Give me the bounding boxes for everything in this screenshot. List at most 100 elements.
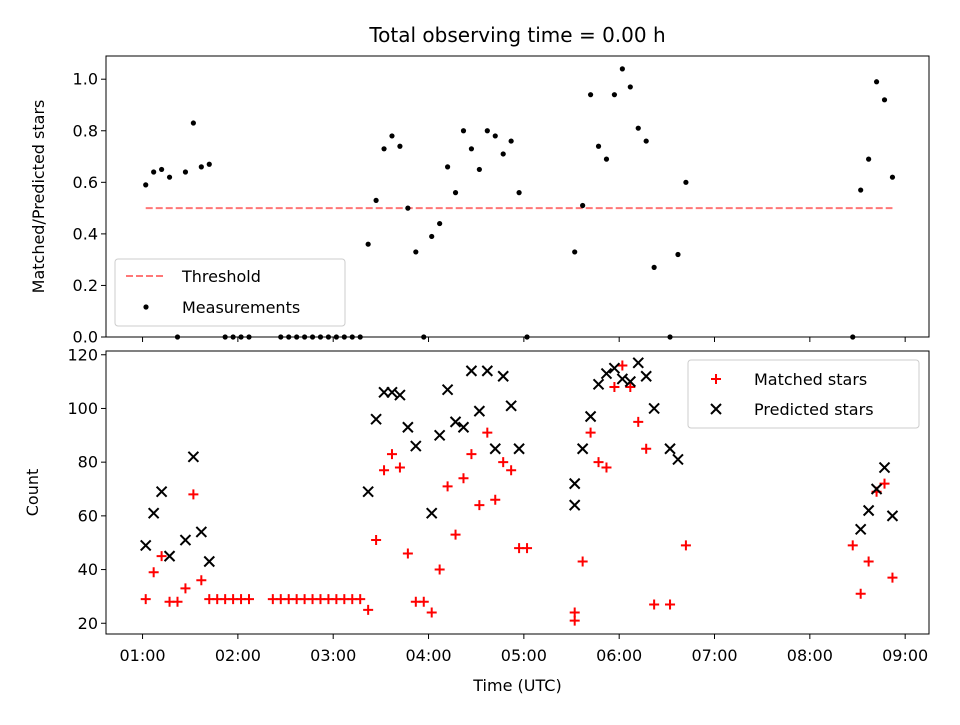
matched-star-point (633, 416, 644, 427)
measurement-point (341, 334, 347, 340)
measurement-point (222, 334, 228, 340)
measurement-point (508, 138, 514, 144)
ratio-y-tick-label: 0.0 (73, 328, 98, 347)
measurement-point (278, 334, 284, 340)
measurement-point (429, 233, 435, 240)
matched-star-point (379, 465, 390, 476)
predicted-star-point (632, 357, 644, 369)
matched-star-point (585, 427, 596, 438)
matched-star-point (474, 500, 485, 511)
matched-star-point (680, 540, 691, 551)
measurement-point (294, 334, 300, 340)
measurement-point (190, 120, 196, 126)
predicted-legend-swatch (710, 403, 722, 415)
matched-star-point (172, 596, 183, 607)
predicted-star-point (481, 365, 494, 377)
count-x-tick-label: 04:00 (405, 646, 451, 665)
predicted-star-point (664, 443, 676, 455)
predicted-star-point (640, 370, 652, 382)
predicted-star-point (648, 402, 660, 415)
measurement-point (675, 251, 681, 258)
predicted-star-point (568, 499, 581, 511)
measurement-point (166, 174, 173, 180)
predicted-star-point (449, 416, 462, 428)
ratio-y-tick-label: 0.2 (73, 276, 98, 295)
matched-star-point (593, 457, 604, 468)
measurement-point (333, 334, 339, 340)
predicted-star-point (433, 429, 446, 442)
matched-star-point (148, 567, 159, 578)
count-y-tick-label: 100 (67, 399, 98, 418)
measurement-point (516, 190, 522, 196)
measurement-point (627, 84, 633, 90)
measurement-point (595, 143, 602, 149)
matched-star-point (641, 443, 652, 454)
predicted-star-point (886, 510, 899, 522)
predicted-star-point (195, 526, 208, 538)
measurement-point (309, 334, 316, 340)
matched-star-point (466, 449, 477, 460)
matched-star-point (855, 588, 866, 599)
predicted-star-point (616, 373, 629, 385)
matched-legend-swatch (711, 374, 721, 384)
measurement-point (373, 197, 379, 203)
predicted-star-point (600, 367, 613, 380)
ratio-x-ticks (142, 337, 906, 342)
predicted-star-point (505, 400, 517, 412)
predicted-star-point (497, 370, 509, 382)
ratio-legend-frame (114, 258, 346, 327)
predicted-star-point (672, 453, 684, 466)
measurement-point (405, 205, 411, 211)
matched-star-point (609, 381, 620, 392)
count-legend-frame (687, 359, 920, 429)
count-y-axis-label: Count (23, 469, 42, 517)
measurement-point (889, 174, 896, 180)
predicted-star-point (465, 365, 478, 377)
measurement-point (611, 92, 618, 98)
predicted-star-point (473, 405, 486, 417)
measurement-point (500, 151, 506, 157)
predicted-star-point (425, 507, 438, 519)
measurement-point (302, 334, 308, 340)
measurement-point (381, 146, 387, 152)
matched-star-point (482, 427, 493, 438)
measurement-point (524, 334, 530, 340)
matched-star-point (418, 596, 429, 607)
count-y-tick-label: 120 (67, 345, 98, 364)
count-y-tick-label: 40 (78, 560, 98, 579)
count-y-tick-label: 80 (78, 453, 98, 472)
measurement-point (444, 164, 451, 170)
matched-star-point (434, 564, 445, 575)
predicted-star-point (155, 485, 168, 498)
matched-star-point (140, 594, 151, 605)
matched-legend-label: Matched stars (754, 370, 867, 389)
predicted-star-point (147, 507, 160, 519)
matched-star-point (188, 489, 199, 500)
threshold-legend-label: Threshold (181, 267, 261, 286)
matched-star-point (180, 583, 191, 594)
predicted-star-point (592, 378, 605, 391)
measurement-point (587, 92, 594, 98)
count-axes-frame (105, 350, 930, 635)
count-x-tick-label: 08:00 (787, 646, 833, 665)
predicted-star-point (457, 421, 470, 433)
predicted-star-point (608, 362, 621, 374)
count-x-tick-label: 03:00 (310, 646, 356, 665)
count-x-tick-label: 01:00 (119, 646, 165, 665)
measurement-point (850, 334, 856, 340)
count-y-tick-label: 20 (78, 614, 98, 633)
predicted-star-point (513, 443, 525, 455)
matched-star-point (402, 548, 413, 559)
predicted-star-point (362, 485, 374, 498)
measurement-point (413, 249, 419, 255)
measurement-point (286, 334, 292, 340)
measurement-point (159, 166, 165, 173)
measurement-point (238, 334, 244, 340)
count-panel: 20 40 60 80 100 120 01:00 02:00 03:00 04:00 05:00… (23, 345, 930, 695)
measurement-point (460, 128, 467, 134)
measurement-point (365, 241, 371, 247)
measurement-point (389, 133, 395, 139)
matched-star-point (363, 604, 374, 615)
matched-star-point (617, 360, 628, 371)
